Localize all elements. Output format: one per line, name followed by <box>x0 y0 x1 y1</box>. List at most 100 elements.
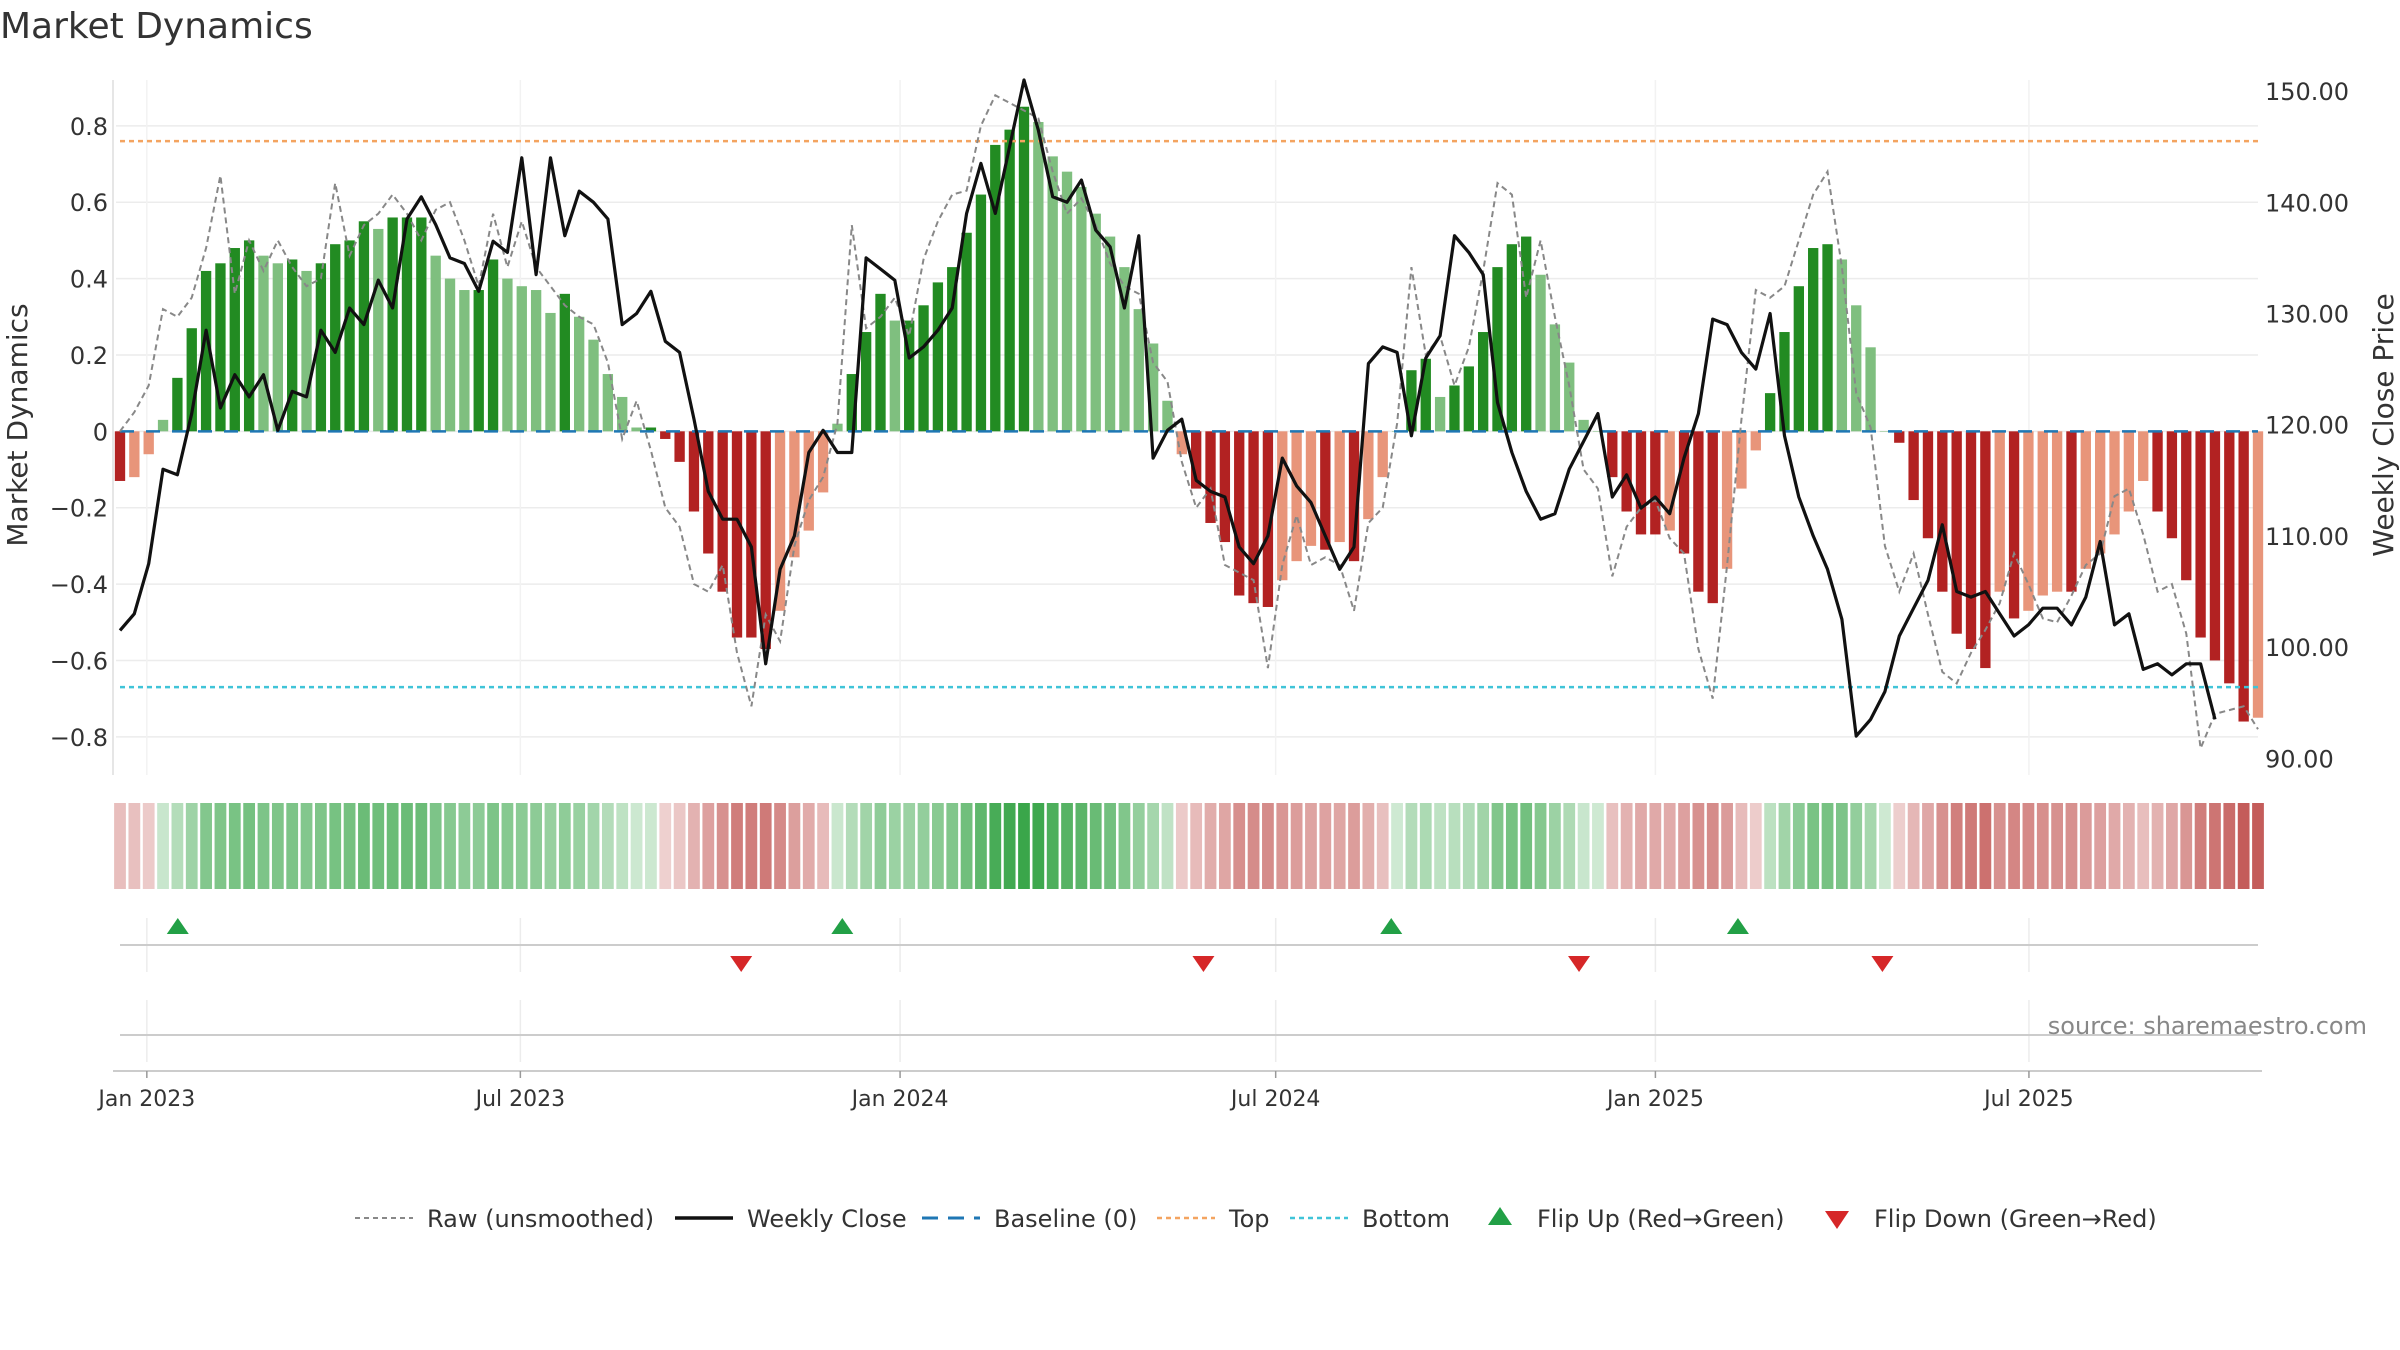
dynamics-bar <box>846 374 857 432</box>
dynamics-bar <box>817 431 829 493</box>
strip-cell <box>1175 803 1188 889</box>
strip-cell <box>2051 803 2063 889</box>
strip-cell <box>1061 803 1073 889</box>
dynamics-bar <box>588 339 599 432</box>
strip-cell <box>300 803 313 889</box>
strip-cell <box>1764 803 1777 889</box>
strip-cell <box>329 803 342 889</box>
strip-cell <box>1104 803 1116 889</box>
dynamics-bar <box>459 290 470 432</box>
strip-cell <box>1749 803 1762 889</box>
strip-cell <box>917 803 930 889</box>
strip-cell <box>2223 803 2236 889</box>
dynamics-bar <box>1262 431 1274 607</box>
strip-cell <box>1979 803 1992 889</box>
dynamics-bar <box>1578 419 1589 432</box>
flip-down-marker <box>1871 956 1894 972</box>
dynamics-bar <box>1320 431 1331 550</box>
x-axis-ticks: Jan 2023 Jul 2023 Jan 2024 Jul 2024 Jan 2025… <box>96 1071 2074 1112</box>
strip-cell <box>1147 803 1160 889</box>
dynamics-bar <box>215 263 226 432</box>
dynamics-bar <box>114 431 126 481</box>
dynamics-bar <box>416 217 427 432</box>
strip-cell <box>1161 803 1174 889</box>
strip-cell <box>688 803 700 889</box>
dynamics-bar <box>803 431 814 531</box>
dynamics-bar <box>157 419 169 432</box>
strip-cell <box>544 803 557 889</box>
dynamics-bar <box>229 248 240 432</box>
dynamics-bar <box>2195 431 2206 638</box>
strip-cell <box>630 803 643 889</box>
strip-cell <box>932 803 944 889</box>
strip-cell <box>1821 803 1834 889</box>
flip-up-marker <box>1726 918 1749 934</box>
weekly-close-line <box>118 78 2217 738</box>
dynamics-bar <box>1434 396 1446 432</box>
dynamics-bar <box>1377 431 1388 478</box>
strip-cell <box>501 803 514 889</box>
dynamics-bar <box>1033 122 1044 432</box>
dynamics-bar <box>1707 431 1718 604</box>
flip-up-marker <box>1380 918 1403 934</box>
dynamics-bar <box>2051 431 2063 592</box>
legend-item-bottom: Bottom <box>1290 1205 1450 1233</box>
dynamics-bar <box>559 293 570 432</box>
dynamics-bar <box>789 431 800 558</box>
dynamics-bar <box>1736 431 1747 489</box>
dynamics-bar <box>860 332 872 432</box>
dynamics-bar <box>1291 431 1302 562</box>
y-tick-label: −0.8 <box>50 724 108 752</box>
strip-cell <box>960 803 973 889</box>
legend-label: Bottom <box>1362 1205 1450 1233</box>
dynamics-bar <box>674 431 685 462</box>
strip-cell <box>415 803 428 889</box>
strip-cell <box>343 803 356 889</box>
strip-cell <box>2108 803 2121 889</box>
dynamics-bar <box>2252 431 2264 718</box>
legend-label: Flip Down (Green→Red) <box>1874 1205 2157 1233</box>
dynamics-bar <box>602 374 614 432</box>
y2-tick-label: 90.00 <box>2265 745 2334 773</box>
dynamics-bar <box>272 263 284 432</box>
strip-cell <box>587 803 600 889</box>
strip-cell <box>271 803 284 889</box>
strip-cell <box>386 803 399 889</box>
strip-cell <box>975 803 987 889</box>
dynamics-bar <box>1980 431 1991 669</box>
dynamics-bar <box>186 328 197 432</box>
dynamics-bar <box>516 286 527 432</box>
strip-cell <box>1936 803 1949 889</box>
dynamics-bar <box>1650 431 1661 535</box>
dynamics-bar <box>1406 370 1417 432</box>
strip-cell <box>845 803 858 889</box>
legend-label: Baseline (0) <box>994 1205 1137 1233</box>
strip-cell <box>645 803 657 889</box>
legend-item-flip-up: Flip Up (Red→Green) <box>1488 1205 1785 1233</box>
dynamics-bar <box>1277 431 1288 581</box>
strip-cell <box>573 803 586 889</box>
y-tick-label: 0 <box>93 418 108 446</box>
dynamics-bar <box>1664 431 1675 531</box>
dynamics-bar <box>344 240 355 432</box>
strip-cell <box>243 803 256 889</box>
strip-cell <box>185 803 198 889</box>
strip-cell <box>200 803 212 889</box>
y-tick-label: −0.6 <box>50 647 108 675</box>
dynamics-bar <box>1994 431 2005 592</box>
strip-cell <box>946 803 959 889</box>
dynamics-bar <box>2224 431 2235 684</box>
dynamics-bar <box>904 320 915 432</box>
dynamics-bar <box>444 278 456 432</box>
strip-cell <box>1649 803 1662 889</box>
strip-cell <box>1491 803 1504 889</box>
strip-cell <box>1276 803 1289 889</box>
strip-cell <box>1419 803 1432 889</box>
dynamics-bar <box>2066 431 2077 592</box>
dynamics-bar <box>1133 309 1144 432</box>
dynamics-bar <box>1147 343 1159 432</box>
dynamics-bar <box>330 244 341 432</box>
dynamics-bar <box>430 255 441 432</box>
strip-cell <box>788 803 801 889</box>
dynamics-bar <box>1506 244 1518 432</box>
